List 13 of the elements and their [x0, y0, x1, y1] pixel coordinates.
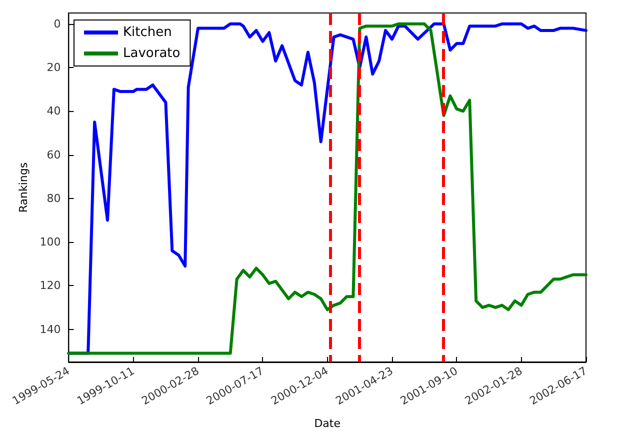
x-axis-title: Date	[314, 417, 341, 430]
y-tick-label: 80	[46, 192, 61, 205]
legend-label: Kitchen	[123, 25, 172, 40]
y-tick-label: 100	[40, 236, 61, 249]
y-tick-label: 140	[40, 322, 61, 336]
legend-label: Lavorato	[123, 46, 180, 61]
y-tick-label: 40	[46, 104, 61, 118]
y-tick-label: 120	[40, 279, 61, 292]
y-axis-title: Rankings	[16, 162, 30, 213]
line-series	[67, 22, 588, 355]
y-tick-label: 0	[54, 17, 61, 30]
y-tick-label: 60	[46, 148, 61, 162]
y-tick-label: 20	[46, 61, 61, 74]
